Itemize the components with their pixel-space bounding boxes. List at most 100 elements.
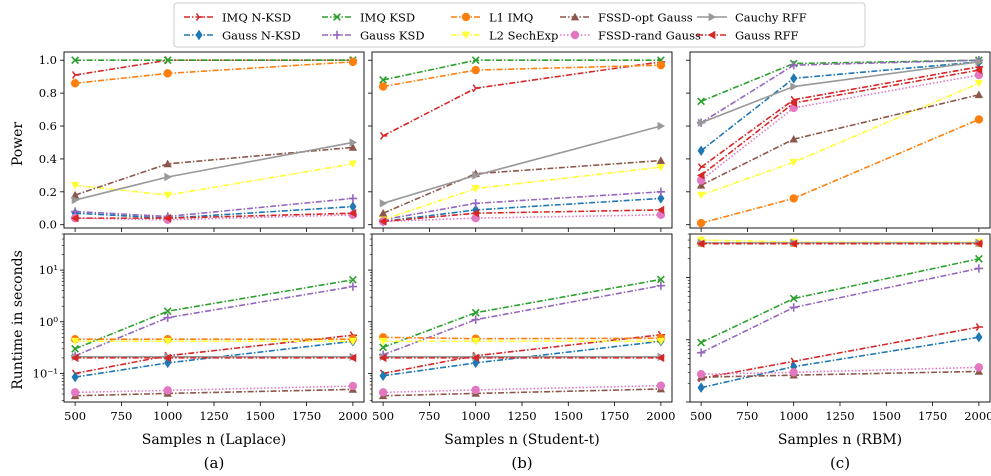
data-point-gauss-rff	[378, 353, 387, 363]
series-line-gauss-ksd	[382, 284, 662, 356]
series-line-cauchy-rff	[382, 125, 662, 205]
data-point-gauss-ksd	[348, 282, 358, 291]
data-point-gauss-rff	[974, 65, 983, 75]
y-tick-label: 10⁻¹	[33, 366, 58, 380]
data-point-gauss-n-ksd	[697, 145, 705, 156]
x-tick-label: 750	[736, 409, 758, 423]
x-tick-label: 500	[690, 409, 712, 423]
data-point-fssd-opt-gauss	[974, 90, 984, 99]
data-point-gauss-n-ksd	[71, 371, 79, 383]
data-point-imq-ksd	[471, 308, 480, 317]
series-l2-sechexp	[70, 337, 358, 346]
x-tick-label: 500	[372, 409, 394, 423]
series-line-fssd-opt-gauss	[383, 388, 661, 397]
data-point-cauchy-rff	[71, 195, 80, 205]
data-point-fssd-opt-gauss	[348, 143, 358, 151]
data-point-l2-sechexp	[378, 337, 388, 346]
series-gauss-ksd	[696, 264, 984, 357]
data-point-l2-sechexp	[163, 337, 172, 346]
caption-c: (c)	[830, 454, 850, 472]
series-line-fssd-rand-gauss	[700, 74, 980, 181]
data-point-gauss-n-ksd	[349, 201, 357, 212]
data-point-fssd-rand-gauss	[696, 369, 706, 379]
caption-b: (b)	[511, 454, 532, 472]
series-l1-imq	[696, 115, 984, 228]
data-point-imq-ksd	[379, 76, 388, 84]
data-point-fssd-rand-gauss	[656, 381, 666, 390]
series-line-gauss-rff	[700, 69, 980, 176]
series-line-gauss-n-ksd	[74, 340, 353, 378]
data-point-fssd-rand-gauss	[70, 388, 80, 397]
xlabel-laplace: Samples n (Laplace)	[142, 432, 287, 448]
x-tick-label: 750	[418, 409, 440, 423]
data-point-l1-imq	[471, 65, 480, 75]
data-point-gauss-n-ksd	[657, 193, 665, 204]
data-point-imq-ksd	[789, 294, 798, 303]
x-tick-label: 750	[110, 409, 132, 423]
series-line-fssd-opt-gauss	[701, 370, 979, 379]
data-point-gauss-n-ksd	[790, 73, 798, 84]
legend-label-l2-sechexp: L2 SechExp	[489, 29, 558, 43]
data-point-l2-sechexp	[70, 337, 80, 346]
data-point-gauss-ksd	[789, 60, 798, 70]
series-line-gauss-n-ksd	[700, 336, 980, 389]
series-gauss-ksd	[378, 281, 666, 359]
series-fssd-opt-gauss	[70, 143, 358, 199]
series-line-gauss-ksd	[700, 267, 980, 354]
series-line-fssd-rand-gauss	[383, 214, 661, 223]
panel-c-power	[686, 51, 991, 232]
data-point-gauss-rff	[378, 217, 387, 226]
data-point-l2-sechexp	[656, 337, 666, 346]
y-tick-label: 0.8	[39, 86, 57, 100]
x-tick-label: 1000	[779, 409, 808, 423]
legend-label-gauss-rff: Gauss RFF	[735, 29, 799, 43]
legend-label-gauss-n-ksd: Gauss N-KSD	[222, 29, 301, 43]
data-point-l2-sechexp	[471, 337, 480, 346]
legend-label-cauchy-rff: Cauchy RFF	[735, 11, 807, 25]
axes-frame	[63, 233, 365, 403]
data-point-l2-sechexp	[471, 185, 480, 193]
y-tick-label: 10⁰	[39, 315, 59, 329]
data-point-gauss-rff	[974, 239, 983, 248]
data-point-imq-n-ksd	[71, 71, 80, 80]
panel-b-runtime: 500 750 1000 1250 1500 1750 2000	[368, 233, 676, 423]
data-point-fssd-opt-gauss	[789, 134, 798, 143]
data-point-gauss-ksd	[163, 313, 172, 322]
data-point-gauss-rff	[348, 353, 357, 363]
power-ylabel: Power	[10, 122, 26, 167]
data-point-gauss-rff	[696, 171, 705, 180]
panel-c-runtime: 500 750 1000 1250 1500 1750 2000	[686, 233, 991, 423]
data-point-l1-imq	[696, 218, 706, 228]
series-line-imq-n-ksd	[700, 66, 980, 168]
series-imq-n-ksd	[697, 62, 984, 172]
legend-frame	[173, 2, 866, 48]
chart-panels: 0.0 0.2 0.4 0.6 0.8 1.0 500 750 1000 1250 1500 1750…	[33, 51, 991, 423]
legend-label-imq-n-ksd: IMQ N-KSD	[222, 11, 291, 25]
series-gauss-rff	[378, 353, 665, 363]
data-point-imq-n-ksd	[975, 323, 984, 332]
x-tick-label: 1750	[918, 409, 947, 423]
legend-marker-imq-ksd	[333, 13, 341, 21]
series-gauss-rff	[696, 65, 983, 180]
data-point-cauchy-rff	[164, 172, 172, 182]
y-tick-label: 1.0	[39, 53, 57, 67]
data-point-gauss-rff	[471, 353, 480, 363]
data-point-imq-n-ksd	[472, 84, 480, 93]
legend-marker-l1-imq	[461, 12, 471, 22]
data-point-l1-imq	[163, 69, 172, 78]
series-l2-sechexp	[70, 160, 358, 200]
panel-a-runtime: 500 750 1000 1250 1500 1750 2000 10⁻¹ 10⁰ 10¹	[33, 233, 368, 423]
series-cauchy-rff	[71, 138, 358, 205]
data-point-gauss-ksd	[656, 187, 666, 197]
data-point-cauchy-rff	[472, 171, 480, 180]
series-line-fssd-opt-gauss	[700, 93, 980, 186]
data-point-gauss-ksd	[348, 194, 358, 203]
x-tick-label: 1750	[600, 409, 629, 423]
series-line-cauchy-rff	[700, 61, 979, 124]
series-imq-ksd	[697, 254, 983, 347]
axes-frame	[689, 51, 991, 229]
series-line-imq-n-ksd	[700, 326, 980, 380]
series-fssd-rand-gauss	[696, 363, 984, 379]
legend: IMQ N-KSD Gauss N-KSD IMQ KSD Gauss KSD L1 I…	[173, 2, 866, 48]
data-point-gauss-n-ksd	[379, 370, 387, 382]
